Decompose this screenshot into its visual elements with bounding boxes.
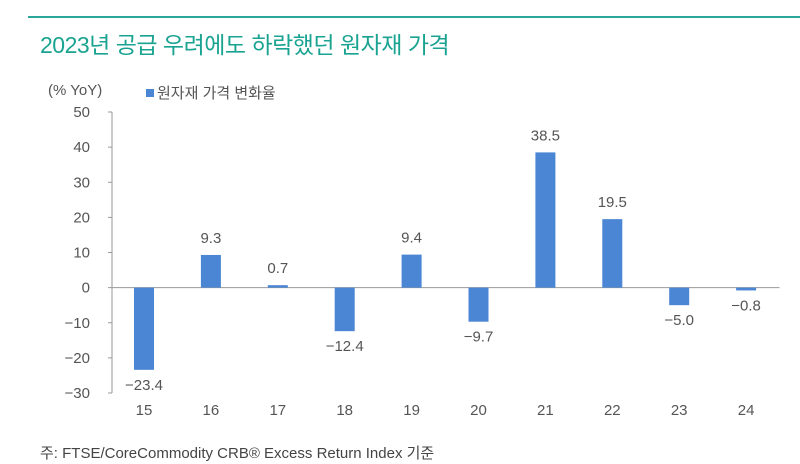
y-tick-label: 30 [73,174,90,191]
data-label-24: −0.8 [731,297,761,314]
bar-15 [134,287,154,370]
chart-title: 2023년 공급 우려에도 하락했던 원자재 가격 [40,32,450,58]
data-label-18: −12.4 [326,338,364,355]
footnote: 주: FTSE/CoreCommodity CRB® Excess Return… [40,445,435,462]
y-tick-label: −10 [65,315,90,332]
legend: 원자재 가격 변화율 [146,82,276,103]
data-label-15: −23.4 [125,377,163,394]
x-tick-label-18: 18 [336,402,353,419]
x-tick-label-17: 17 [269,402,286,419]
top-divider [28,16,800,18]
bar-20 [468,287,489,322]
y-tick-label: 0 [82,280,90,297]
y-tick-label: 40 [73,139,90,156]
bar-18 [334,287,355,332]
data-label-22: 19.5 [598,194,627,211]
x-tick-label-24: 24 [738,402,755,419]
data-label-19: 9.4 [401,230,422,247]
data-label-17: 0.7 [267,260,288,277]
bar-17 [267,285,288,288]
bar-22 [602,219,623,288]
x-tick-label-22: 22 [604,402,621,419]
data-label-20: −9.7 [464,329,494,346]
bar-16 [200,254,221,288]
y-tick-label: 50 [73,104,90,121]
x-tick-label-20: 20 [470,402,487,419]
bar-19 [401,254,422,288]
x-tick-label-21: 21 [537,402,554,419]
bar-21 [535,152,556,288]
data-label-16: 9.3 [200,230,221,247]
y-tick-label: 10 [73,245,90,262]
bar-23 [669,287,690,306]
x-tick-label-15: 15 [136,402,153,419]
x-tick-label-19: 19 [403,402,420,419]
y-tick-label: −20 [65,350,90,367]
x-tick-label-16: 16 [203,402,220,419]
y-axis-unit: (% YoY) [48,82,103,99]
y-tick-label: 20 [73,209,90,226]
data-label-23: −5.0 [664,312,694,329]
data-label-21: 38.5 [531,127,560,144]
bar-24 [736,287,757,291]
y-tick-label: −30 [65,385,90,402]
legend-swatch [146,88,154,97]
x-tick-label-23: 23 [671,402,688,419]
legend-label: 원자재 가격 변화율 [157,85,276,102]
